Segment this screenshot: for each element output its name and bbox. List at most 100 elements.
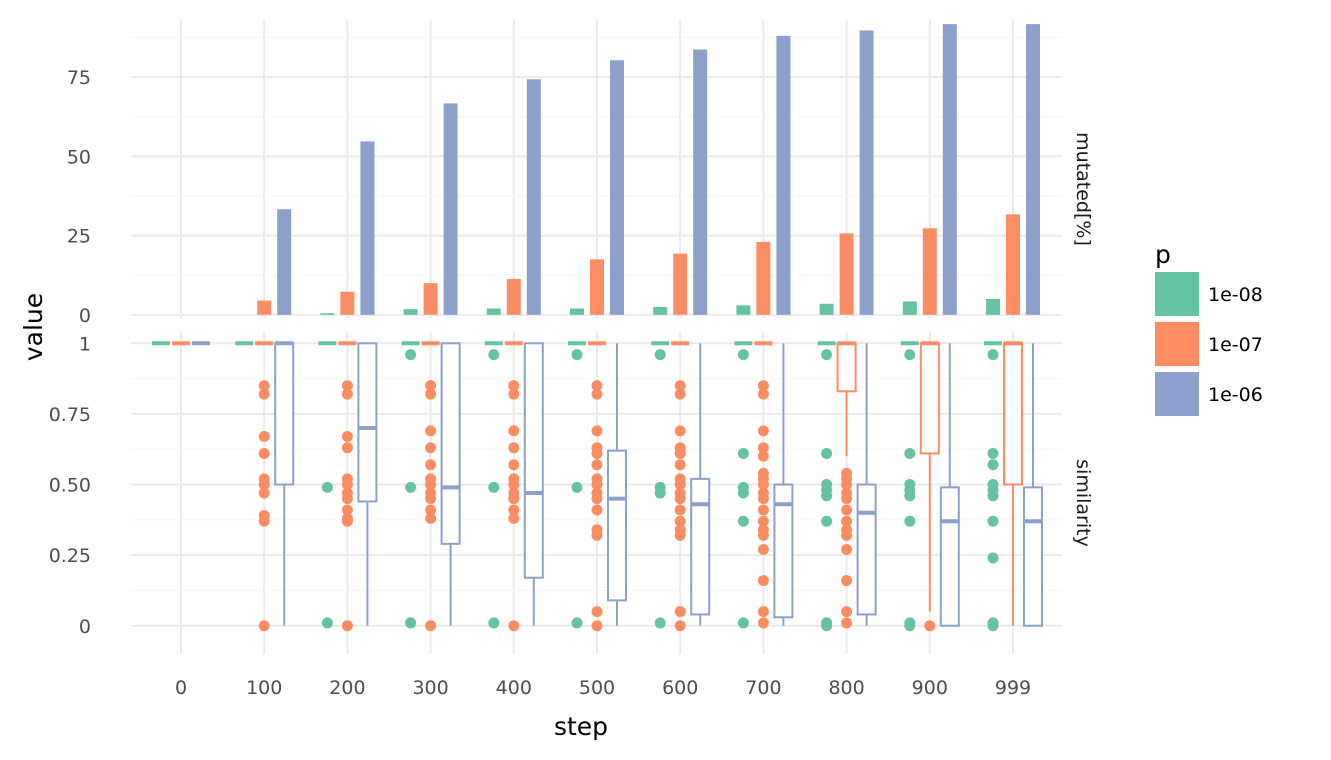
outlier-point xyxy=(425,512,437,524)
outlier-point xyxy=(904,490,916,502)
bar xyxy=(570,308,584,315)
legend-title: p xyxy=(1155,240,1171,269)
bar xyxy=(653,306,668,315)
box xyxy=(357,342,378,503)
outlier-point xyxy=(591,529,603,541)
boxplot xyxy=(568,341,586,629)
bar xyxy=(819,303,834,315)
legend-label: 1e-06 xyxy=(1208,384,1263,406)
outlier-point xyxy=(341,620,353,632)
outlier-point xyxy=(508,442,520,454)
boxplot xyxy=(357,342,378,626)
outlier-point xyxy=(591,504,603,516)
x-tick-label: 0 xyxy=(175,677,187,699)
outlier-point xyxy=(591,425,603,437)
box xyxy=(607,449,627,602)
boxplot xyxy=(984,341,1002,632)
bar xyxy=(902,301,917,315)
boxplot xyxy=(523,342,544,626)
y-tick-label: 0.50 xyxy=(49,475,91,497)
outlier-point xyxy=(508,388,520,400)
outlier-point xyxy=(674,504,686,516)
x-tick-label: 100 xyxy=(246,677,282,699)
outlier-point xyxy=(341,431,353,443)
outlier-point xyxy=(987,459,999,471)
legend-key xyxy=(1155,372,1199,416)
outlier-point xyxy=(674,380,686,392)
bar xyxy=(340,291,355,315)
outlier-point xyxy=(821,620,833,632)
outlier-point xyxy=(591,479,603,491)
outlier-point xyxy=(425,388,437,400)
outlier-point xyxy=(757,442,769,454)
legend: p 1e-08 1e-07 1e-06 xyxy=(1155,240,1263,416)
outlier-point xyxy=(258,447,270,459)
outlier-point xyxy=(571,349,583,361)
outlier-point xyxy=(508,425,520,437)
outlier-point xyxy=(425,459,437,471)
outlier-point xyxy=(654,349,666,361)
outlier-point xyxy=(258,380,270,392)
boxplot xyxy=(817,341,836,632)
bar xyxy=(257,300,272,315)
outlier-point xyxy=(737,515,749,527)
outlier-point xyxy=(757,515,769,527)
outlier-point xyxy=(821,447,833,459)
outlier-point xyxy=(674,459,686,471)
boxplot xyxy=(734,341,753,629)
outlier-point xyxy=(425,504,437,516)
outlier-point xyxy=(757,617,769,629)
x-tick-label: 900 xyxy=(912,677,948,699)
boxplot xyxy=(651,341,670,629)
boxplot xyxy=(671,341,690,632)
panel-similarity: 0 0.25 0.50 0.75 1 similarity xyxy=(49,332,1094,654)
bar xyxy=(403,309,418,315)
boxplot xyxy=(318,341,337,629)
outlier-point xyxy=(341,515,353,527)
box xyxy=(836,342,857,393)
outlier-point xyxy=(841,617,853,629)
boxplot xyxy=(274,341,295,626)
outlier-point xyxy=(341,479,353,491)
bar xyxy=(423,283,438,315)
outlier-point xyxy=(508,512,520,524)
outlier-point xyxy=(757,493,769,505)
outlier-point xyxy=(654,487,666,499)
outlier-point xyxy=(258,479,270,491)
outlier-point xyxy=(425,425,437,437)
outlier-point xyxy=(737,617,749,629)
outlier-point xyxy=(674,447,686,459)
boxplot xyxy=(754,341,773,629)
bar xyxy=(506,279,521,315)
outlier-point xyxy=(405,481,417,493)
outlier-point xyxy=(258,515,270,527)
box xyxy=(1003,342,1023,486)
outlier-point xyxy=(841,493,853,505)
boxplot xyxy=(440,342,461,626)
outlier-point xyxy=(425,442,437,454)
outlier-point xyxy=(674,388,686,400)
outlier-point xyxy=(904,620,916,632)
legend-label: 1e-07 xyxy=(1208,334,1263,356)
outlier-point xyxy=(571,481,583,493)
boxplot xyxy=(939,343,960,627)
bar xyxy=(526,79,541,315)
box xyxy=(939,486,960,627)
outlier-point xyxy=(737,349,749,361)
outlier-point xyxy=(508,459,520,471)
outlier-point xyxy=(258,431,270,443)
outlier-point xyxy=(508,493,520,505)
bar xyxy=(942,24,957,315)
outlier-point xyxy=(841,504,853,516)
legend-key xyxy=(1155,272,1199,316)
boxplot xyxy=(504,341,523,632)
boxplot xyxy=(900,341,919,632)
legend-label: 1e-08 xyxy=(1208,284,1263,306)
x-tick-label: 600 xyxy=(662,677,698,699)
box xyxy=(856,483,877,616)
bar xyxy=(756,241,771,315)
x-tick-label: 999 xyxy=(995,677,1031,699)
outlier-point xyxy=(425,380,437,392)
y-tick-label: 0.25 xyxy=(49,545,91,567)
